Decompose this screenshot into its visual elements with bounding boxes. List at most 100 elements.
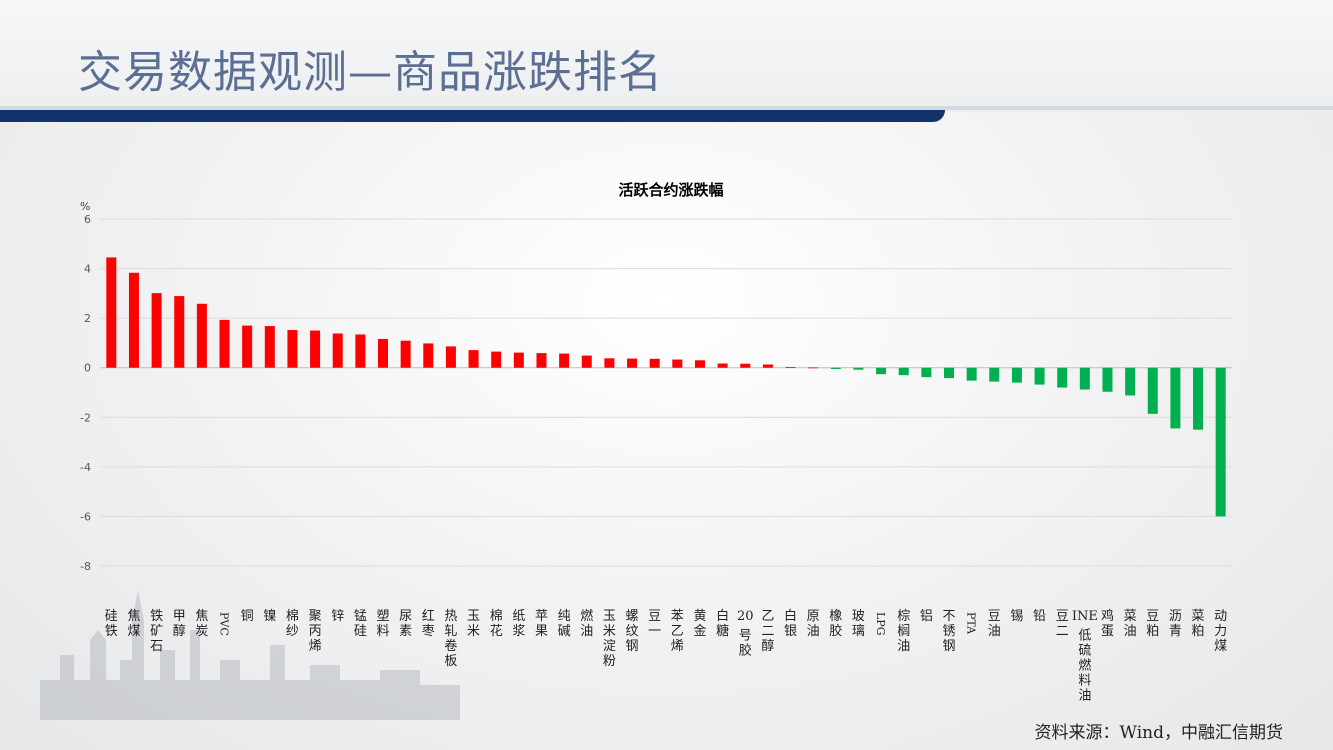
bar xyxy=(219,319,230,368)
x-tick-label: 燃油 xyxy=(580,608,593,639)
x-tick-label: PTA xyxy=(965,612,978,635)
bar xyxy=(355,334,366,368)
x-tick-label: 豆二 xyxy=(1056,609,1069,639)
bar xyxy=(174,296,185,368)
x-tick-label: 豆粕 xyxy=(1146,609,1159,639)
header-divider-bar xyxy=(0,110,945,122)
x-tick-label: 玻璃 xyxy=(852,609,865,639)
x-tick-label: 黄金 xyxy=(693,609,706,639)
bar xyxy=(1147,367,1158,414)
x-tick-label: 甲醇 xyxy=(173,609,186,639)
bar xyxy=(310,330,321,368)
x-tick-label: 菜粕 xyxy=(1192,609,1205,639)
x-tick-label: 玉米 xyxy=(467,609,480,639)
bar xyxy=(785,366,796,368)
y-tick-label: 6 xyxy=(84,213,91,226)
x-tick-label: 镍 xyxy=(263,609,276,624)
bar xyxy=(1125,367,1136,396)
x-tick-label: 聚丙烯 xyxy=(309,609,322,654)
x-tick-label: 塑料 xyxy=(376,609,389,639)
bar xyxy=(672,359,683,368)
bar xyxy=(853,367,864,370)
bar xyxy=(1034,367,1045,385)
bar xyxy=(536,353,547,368)
x-tick-label: 沥青 xyxy=(1169,609,1182,639)
x-tick-label: 白银 xyxy=(784,608,797,639)
x-tick-label: 锰硅 xyxy=(354,609,367,639)
bar xyxy=(128,272,139,368)
x-tick-label: 20 号胶 xyxy=(737,609,754,659)
x-tick-label: 锡 xyxy=(1010,609,1023,624)
bar xyxy=(581,355,592,368)
bar xyxy=(332,333,343,368)
x-tick-label: 豆一 xyxy=(648,609,661,639)
bar xyxy=(400,340,411,368)
x-tick-label: 焦炭 xyxy=(195,609,208,639)
x-tick-label: 苯乙烯 xyxy=(671,609,684,654)
bar xyxy=(830,367,841,369)
y-tick-label: 2 xyxy=(84,312,91,325)
bar xyxy=(649,358,660,368)
y-tick-label: -4 xyxy=(80,461,91,474)
x-tick-label: 尿素 xyxy=(399,609,412,639)
bar xyxy=(1011,367,1022,383)
x-tick-label: 铅 xyxy=(1033,609,1046,624)
header-band xyxy=(0,0,1333,112)
x-tick-label: 不锈钢 xyxy=(942,609,955,654)
bar xyxy=(876,367,887,375)
x-tick-label: 鸡蛋 xyxy=(1101,608,1114,639)
chart-title: 活跃合约涨跌幅 xyxy=(618,181,723,199)
x-tick-label: 焦煤 xyxy=(127,609,140,639)
bar xyxy=(762,364,773,368)
bar xyxy=(1102,367,1113,392)
bar xyxy=(740,363,751,368)
y-tick-label: -6 xyxy=(80,510,91,523)
bar xyxy=(694,360,705,368)
x-tick-label: INE 低硫燃料油 xyxy=(1072,609,1098,704)
bar xyxy=(513,352,524,368)
bar xyxy=(898,367,909,376)
bar xyxy=(921,367,932,378)
bar xyxy=(627,358,638,368)
bar xyxy=(717,363,728,368)
x-tick-label: 棕榈油 xyxy=(897,609,910,654)
x-tick-label: 白糖 xyxy=(716,608,729,639)
header-divider-light xyxy=(0,106,1333,110)
x-tick-label: 红枣 xyxy=(422,608,435,639)
bar xyxy=(242,325,253,368)
x-tick-label: 玉米淀粉 xyxy=(603,609,616,669)
bar xyxy=(559,353,570,368)
bar xyxy=(264,326,275,368)
x-tick-label: 豆油 xyxy=(988,609,1001,639)
bar xyxy=(151,293,162,368)
x-tick-label: 铜 xyxy=(241,609,254,624)
bar xyxy=(423,343,434,368)
x-tick-label: 棉花 xyxy=(490,609,503,639)
bar xyxy=(445,346,456,368)
bar xyxy=(378,338,388,368)
y-tick-label: -2 xyxy=(80,411,91,424)
bar xyxy=(989,367,1000,382)
bar xyxy=(491,351,502,368)
bar xyxy=(106,257,117,368)
x-tick-label: 苹果 xyxy=(535,609,548,639)
bar xyxy=(1079,367,1090,390)
x-tick-label: 热轧卷板 xyxy=(444,609,457,669)
bar xyxy=(604,358,615,368)
bar xyxy=(1057,367,1068,388)
y-axis-unit: % xyxy=(80,200,90,213)
y-tick-label: 4 xyxy=(84,263,91,276)
bar xyxy=(1193,367,1204,430)
bar xyxy=(196,303,207,368)
x-tick-label: 锌 xyxy=(331,609,344,624)
bar xyxy=(944,367,954,379)
x-tick-label: 纯碱 xyxy=(558,609,571,639)
city-skyline-decoration xyxy=(40,590,460,720)
page-title: 交易数据观测—商品涨跌排名 xyxy=(78,47,663,98)
bar xyxy=(468,350,479,368)
bar xyxy=(1215,367,1226,517)
x-tick-label: 乙二醇 xyxy=(761,609,774,654)
bar xyxy=(966,367,977,381)
x-tick-label: 铁矿石 xyxy=(150,609,163,654)
